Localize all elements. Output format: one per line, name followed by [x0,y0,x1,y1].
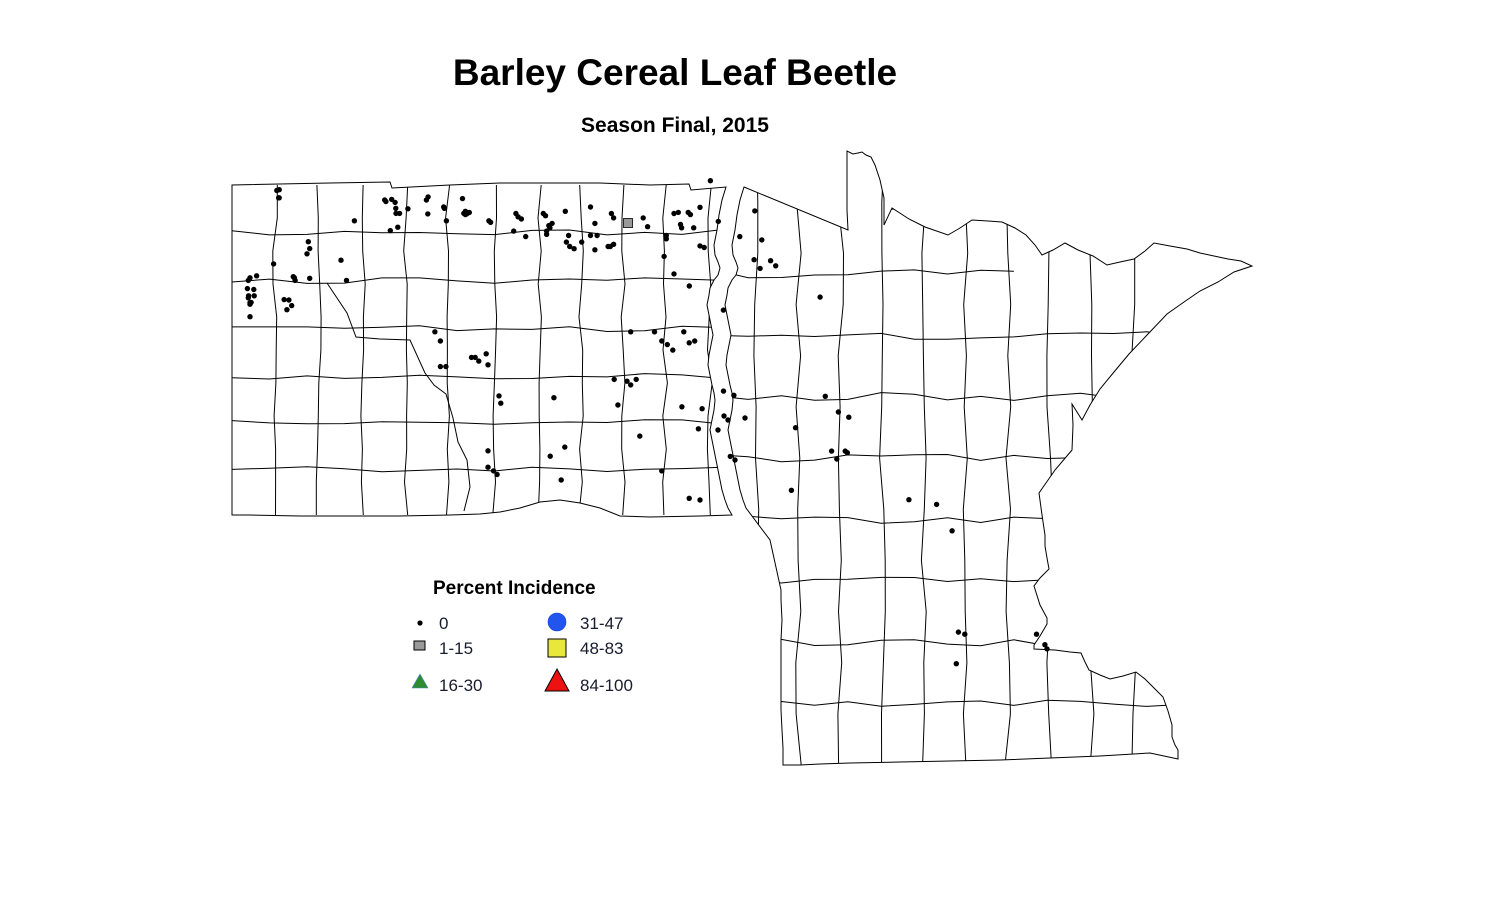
svg-text:16-30: 16-30 [439,676,482,695]
svg-text:48-83: 48-83 [580,639,623,658]
svg-text:1-15: 1-15 [439,639,473,658]
svg-text:84-100: 84-100 [580,676,633,695]
svg-text:0: 0 [439,614,448,633]
svg-text:Percent Incidence: Percent Incidence [433,578,596,599]
svg-text:31-47: 31-47 [580,614,623,633]
